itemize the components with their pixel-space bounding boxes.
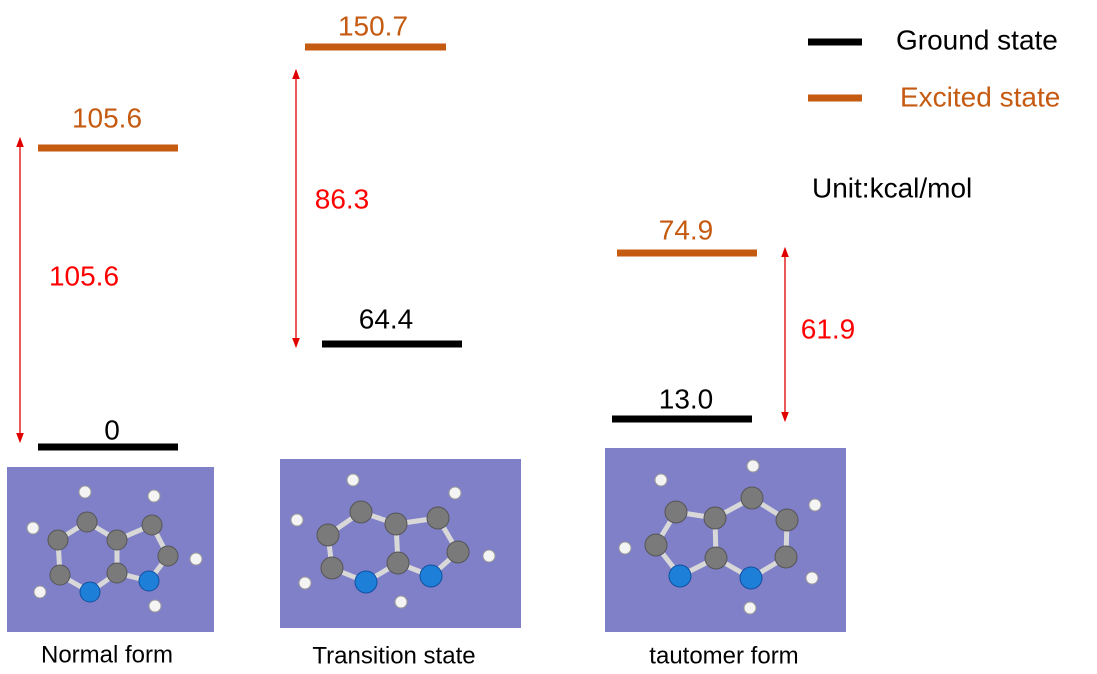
excited-energy: 74.9	[659, 214, 714, 245]
ground-energy: 64.4	[359, 303, 414, 334]
tautomer-form: 74.9 13.0 61.9 tautomer form	[605, 214, 855, 669]
caption: tautomer form	[649, 642, 798, 669]
transition-state: 150.7 64.4 86.3 Transition state	[280, 10, 521, 669]
legend-label: Ground state	[896, 24, 1058, 55]
gap-energy: 105.6	[49, 260, 119, 291]
caption: Normal form	[41, 641, 173, 668]
molecule-image	[7, 467, 214, 632]
excited-energy: 150.7	[338, 10, 408, 41]
unit-label: Unit:kcal/mol	[812, 172, 972, 203]
gap-energy: 61.9	[801, 313, 856, 344]
molecule	[26, 485, 203, 613]
legend-label: Excited state	[900, 81, 1060, 112]
ground-energy: 0	[104, 414, 120, 445]
ground-energy: 13.0	[659, 383, 714, 414]
excited-energy: 105.6	[72, 102, 142, 133]
gap-energy: 86.3	[315, 183, 370, 214]
legend: Ground state Excited state Unit:kcal/mol	[808, 24, 1060, 203]
caption: Transition state	[312, 642, 475, 669]
molecule	[290, 473, 496, 609]
molecule	[618, 459, 822, 615]
normal-form: 105.6 0 105.6 Normal form	[7, 102, 214, 668]
molecule-image	[605, 448, 846, 632]
